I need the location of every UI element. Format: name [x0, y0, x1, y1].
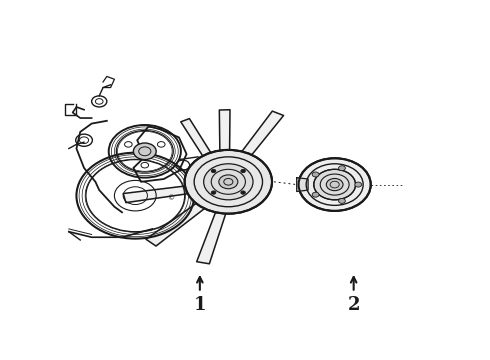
Circle shape — [241, 169, 245, 173]
Circle shape — [339, 198, 345, 203]
Polygon shape — [196, 211, 226, 264]
Circle shape — [241, 191, 245, 194]
Circle shape — [185, 150, 272, 214]
Polygon shape — [146, 202, 206, 246]
Circle shape — [326, 179, 343, 191]
Circle shape — [211, 169, 216, 173]
Circle shape — [298, 158, 371, 211]
Circle shape — [219, 175, 238, 189]
Circle shape — [204, 164, 253, 200]
Polygon shape — [297, 177, 308, 192]
Polygon shape — [241, 111, 284, 156]
Text: 2: 2 — [347, 296, 360, 314]
Circle shape — [312, 172, 319, 177]
Circle shape — [339, 166, 345, 171]
Circle shape — [312, 192, 319, 197]
Circle shape — [355, 182, 362, 187]
Polygon shape — [220, 110, 230, 152]
Circle shape — [133, 143, 156, 159]
Polygon shape — [181, 118, 212, 157]
Text: 1: 1 — [194, 296, 206, 314]
Circle shape — [211, 191, 216, 194]
Text: ©: © — [168, 195, 175, 202]
Circle shape — [314, 169, 356, 200]
Polygon shape — [123, 186, 190, 203]
